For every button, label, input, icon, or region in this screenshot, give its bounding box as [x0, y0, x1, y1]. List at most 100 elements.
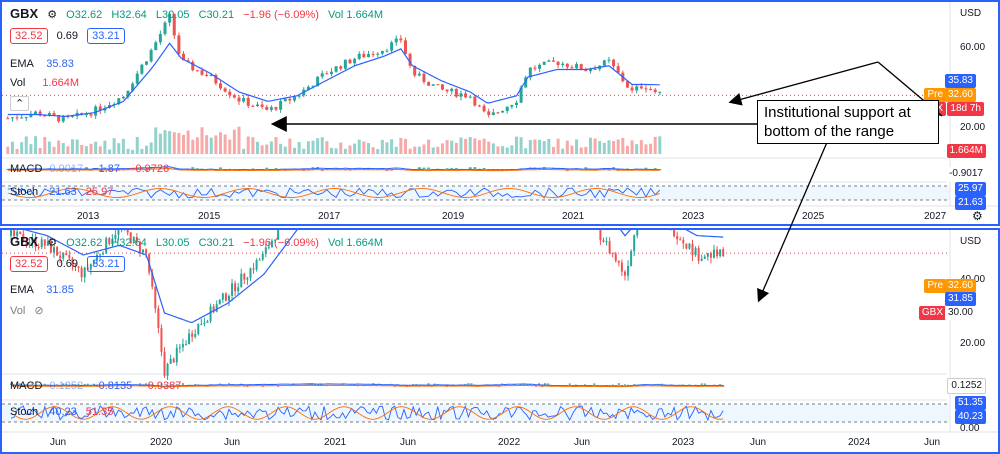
candle-body	[450, 88, 454, 92]
candle-body	[267, 247, 270, 249]
ema-label: EMA	[10, 284, 34, 296]
candle-body	[252, 268, 255, 270]
candle-body	[464, 93, 468, 98]
x-tick: 2022	[498, 437, 521, 448]
eye-hidden-icon[interactable]: ⊘	[34, 305, 44, 317]
volume-bar	[145, 145, 149, 154]
volume-bar	[108, 149, 112, 154]
candle-body	[219, 83, 223, 89]
stoch-label: Stoch	[10, 406, 39, 418]
candle-body	[117, 230, 120, 235]
x-tick: 2013	[77, 211, 100, 222]
ohlc-header: GBX ⚙ O32.62 H32.64 L30.05 C30.21 −1.96 …	[10, 234, 383, 249]
volume-bar	[635, 144, 639, 154]
candle-body	[28, 242, 31, 244]
stoch-d-tag: 51.35	[954, 396, 986, 410]
macd-histogram-bar	[43, 383, 46, 385]
candle-body	[679, 239, 682, 241]
stoch-k-tag: 40.23	[954, 410, 986, 424]
candle-body	[357, 53, 361, 59]
x-tick: Jun	[750, 437, 767, 448]
open-value: O32.62	[66, 9, 103, 21]
pre-label-tag: Pre	[924, 279, 946, 293]
macd-histogram-bar	[482, 167, 486, 169]
macd-histogram-bar	[148, 383, 151, 385]
bid-price[interactable]: 32.52	[10, 256, 48, 272]
candle-body	[129, 232, 132, 244]
macd-histogram-bar	[181, 383, 184, 385]
gear-icon[interactable]: ⚙	[47, 9, 58, 21]
candle-body	[706, 253, 709, 257]
candle-body	[40, 239, 43, 248]
volume-bar	[182, 134, 186, 154]
volume-bar	[61, 143, 65, 154]
candle-body	[24, 117, 28, 119]
close-axis-label: 30.00	[944, 306, 976, 320]
macd-histogram-bar	[311, 167, 315, 169]
macd-histogram-bar	[227, 383, 230, 385]
macd-histogram-bar	[427, 167, 431, 169]
daily-chart-canvas[interactable]	[2, 230, 1000, 454]
macd-histogram-bar	[219, 167, 223, 169]
candle-body	[620, 262, 623, 272]
volume-bar	[311, 140, 315, 154]
candle-body	[92, 260, 95, 265]
volume-bar	[158, 133, 162, 154]
macd-histogram-bar	[145, 383, 148, 385]
volume-bar	[288, 138, 292, 154]
volume-bar	[450, 140, 454, 154]
candle-body	[218, 299, 221, 305]
volume-bar	[112, 138, 116, 154]
volume-bar	[519, 137, 523, 154]
macd-histogram-bar	[625, 168, 629, 170]
candle-body	[371, 54, 375, 56]
ask-price[interactable]: 33.21	[87, 256, 125, 272]
volume-bar	[570, 145, 574, 154]
volume-bar	[343, 148, 347, 154]
candle-body	[43, 239, 46, 246]
vol-label: Vol	[10, 305, 26, 317]
x-tick: 2021	[324, 437, 347, 448]
chart-panel-daily[interactable]: GBX ⚙ O32.62 H32.64 L30.05 C30.21 −1.96 …	[0, 228, 1000, 454]
countdown-tag: 18d 7h	[947, 102, 984, 116]
settings-gear-icon[interactable]: ⚙	[972, 209, 983, 223]
currency-label[interactable]: USD	[960, 8, 982, 19]
volume-bar	[149, 142, 153, 154]
candle-body	[105, 238, 108, 254]
candle-body	[602, 240, 605, 242]
currency-label[interactable]: USD	[960, 236, 982, 247]
candle-body	[579, 64, 583, 70]
macd-histogram-bar	[396, 384, 399, 386]
volume-bar	[339, 142, 343, 154]
x-tick: Jun	[924, 437, 941, 448]
spread-value: 0.69	[56, 30, 79, 42]
macd-histogram-bar	[84, 167, 88, 169]
candle-body	[473, 96, 477, 106]
candle-body	[19, 231, 22, 235]
candle-body	[270, 240, 273, 248]
candle-body	[99, 254, 102, 256]
bid-price[interactable]: 32.52	[10, 28, 48, 44]
candle-body	[188, 333, 191, 344]
volume-bar	[6, 146, 10, 154]
candle-body	[49, 241, 52, 253]
macd-hist-value: −0.9387	[141, 380, 182, 392]
candle-body	[114, 234, 117, 240]
candle-body	[605, 241, 608, 243]
symbol-tag: GBX	[918, 306, 946, 320]
ask-price[interactable]: 33.21	[87, 28, 125, 44]
y-tick: 20.00	[960, 122, 986, 133]
macd-histogram-bar	[375, 384, 378, 386]
volume-bar	[84, 146, 88, 154]
collapse-chevron-icon[interactable]: ⌃	[10, 96, 30, 111]
x-tick: Jun	[50, 437, 67, 448]
volume-bar	[431, 147, 435, 154]
volume-bar	[602, 142, 606, 154]
candle-body	[182, 53, 186, 61]
gear-icon[interactable]: ⚙	[47, 237, 58, 249]
volume-bar	[316, 138, 320, 154]
candle-body	[177, 35, 181, 54]
volume-bar	[214, 135, 218, 154]
candle-body	[487, 111, 491, 115]
volume-bar	[121, 138, 125, 154]
